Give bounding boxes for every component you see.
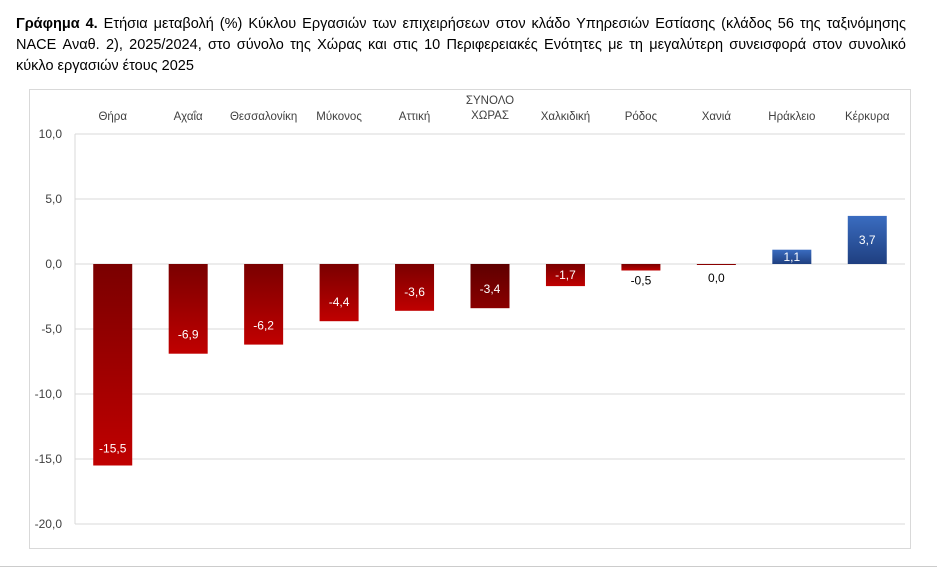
bar	[395, 264, 435, 311]
data-label: 0,0	[708, 271, 725, 285]
category-label: Ηράκλειο	[768, 111, 815, 123]
data-label: -3,4	[480, 282, 501, 296]
chart-title: Γράφημα 4. Ετήσια μεταβολή (%) Κύκλου Ερ…	[16, 14, 906, 77]
data-label: -3,6	[404, 285, 425, 299]
chart-title-text: Ετήσια μεταβολή (%) Κύκλου Εργασιών των …	[16, 16, 906, 74]
bar	[168, 264, 208, 354]
data-label: -6,9	[178, 328, 199, 342]
y-tick-label: 5,0	[45, 192, 62, 206]
category-label: Θεσσαλονίκη	[230, 111, 297, 123]
category-label: Αχαΐα	[174, 111, 203, 123]
data-label: -1,7	[555, 268, 576, 282]
category-label: Χαλκιδική	[541, 111, 590, 123]
category-label: Αττική	[399, 111, 430, 123]
bar	[470, 264, 510, 309]
data-label: 1,1	[783, 250, 800, 264]
chart-title-label: Γράφημα 4.	[16, 16, 98, 32]
data-label: -15,5	[99, 442, 127, 456]
y-tick-label: 0,0	[45, 257, 62, 271]
y-tick-label: -20,0	[35, 517, 63, 531]
category-label: Θήρα	[98, 111, 127, 123]
category-label: Χανιά	[702, 111, 732, 123]
y-tick-label: -15,0	[35, 452, 63, 466]
data-label: 3,7	[859, 233, 876, 247]
bar	[696, 264, 736, 265]
bar	[244, 264, 284, 345]
category-label: Ρόδος	[625, 111, 658, 123]
category-label: Μύκονος	[316, 111, 362, 123]
y-tick-label: -5,0	[41, 322, 62, 336]
y-tick-label: 10,0	[39, 127, 63, 141]
bar	[847, 215, 887, 264]
data-label: -0,5	[631, 274, 652, 288]
bar	[93, 264, 133, 466]
chart-frame	[29, 89, 911, 549]
data-label: -6,2	[253, 319, 274, 333]
bar	[772, 249, 812, 264]
data-label: -4,4	[329, 295, 350, 309]
bar	[621, 264, 661, 271]
category-label: ΣΥΝΟΛΟ ΧΩΡΑΣ	[466, 95, 514, 122]
bar	[545, 264, 585, 287]
y-tick-label: -10,0	[35, 387, 63, 401]
category-label: Κέρκυρα	[845, 111, 890, 123]
bar	[319, 264, 359, 322]
divider	[0, 566, 937, 567]
